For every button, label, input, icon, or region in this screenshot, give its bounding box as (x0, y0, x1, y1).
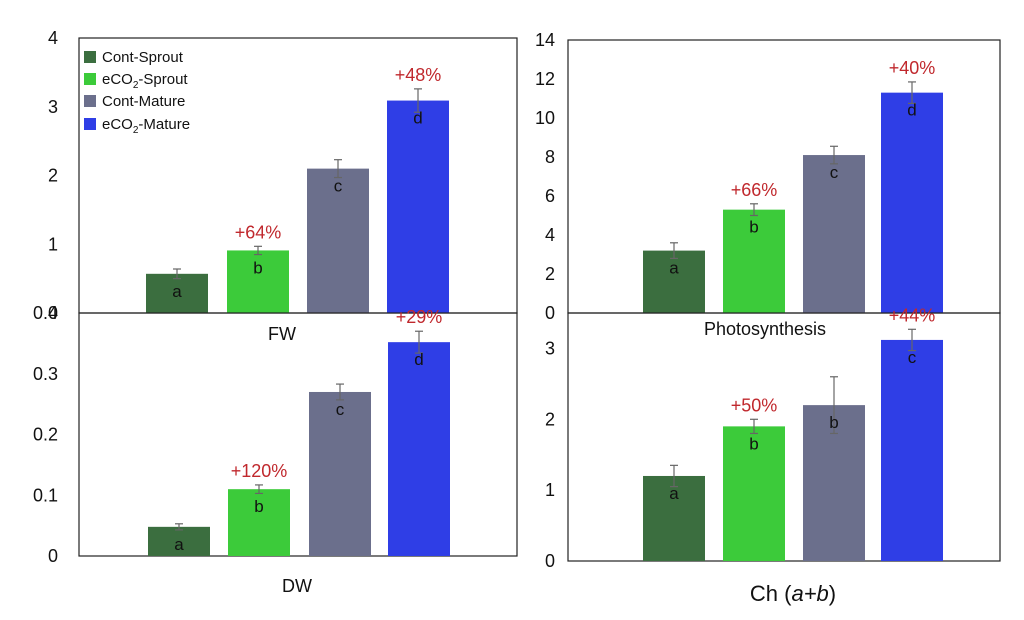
significance-letter: c (334, 177, 343, 196)
bar-eco2-mature (881, 339, 943, 561)
legend-entry: eCO2-Mature (102, 116, 190, 136)
percent-change-label: +48% (395, 65, 442, 85)
legend-swatch (84, 73, 96, 85)
significance-letter: d (907, 101, 916, 120)
chart-panel-3: 0 0.1 0.2 0.3 0.4 a b +120% c d +29% DW (33, 303, 518, 596)
bar-cont-sprout (643, 475, 705, 561)
y-tick-label: 0.4 (33, 303, 58, 323)
percent-change-label: +29% (396, 307, 443, 327)
significance-letter: d (413, 109, 422, 128)
y-tick-label: 10 (535, 108, 555, 128)
legend-entry: eCO2-Sprout (102, 71, 188, 91)
x-axis-label: Ch (a+b) (750, 581, 836, 606)
y-tick-label: 0 (545, 551, 555, 571)
bar-eco2-sprout (723, 426, 785, 561)
y-tick-label: 0.2 (33, 425, 58, 445)
bar-cont-sprout (148, 526, 210, 556)
x-axis-label: DW (282, 576, 312, 596)
percent-change-label: +40% (889, 58, 936, 78)
significance-letter: c (336, 400, 345, 419)
percent-change-label: +44% (889, 305, 936, 325)
bar-eco2-sprout (723, 209, 785, 313)
y-tick-label: 0 (545, 303, 555, 323)
legend-swatch (84, 118, 96, 130)
legend-swatch (84, 95, 96, 107)
legend: Cont-Sprout eCO2-Sprout Cont-Mature eCO2-Ma… (84, 49, 190, 136)
significance-letter: b (254, 497, 263, 516)
y-tick-label: 14 (535, 30, 555, 50)
significance-letter: b (749, 434, 758, 453)
bar-eco2-mature (387, 100, 449, 313)
y-tick-label: 3 (48, 97, 58, 117)
chart-panel-2: 0 2 4 6 8 10 12 14 a b +66% c d +40% Photosynthesis (535, 30, 1001, 339)
significance-letter: b (829, 413, 838, 432)
y-tick-label: 4 (48, 28, 58, 48)
y-tick-label: 0.3 (33, 364, 58, 384)
y-tick-label: 6 (545, 186, 555, 206)
percent-change-label: +64% (235, 222, 282, 242)
bar-eco2-sprout (228, 489, 290, 556)
bar-cont-mature (803, 155, 865, 313)
significance-letter: a (174, 535, 184, 554)
y-tick-label: 1 (545, 480, 555, 500)
significance-letter: a (669, 484, 679, 503)
x-axis-label: Photosynthesis (704, 319, 826, 339)
y-tick-label: 2 (545, 264, 555, 284)
y-tick-label: 4 (545, 225, 555, 245)
significance-letter: b (253, 258, 262, 277)
chart-panel-4: 0 1 2 3 a b +50% b c +44% Ch (a+b) (545, 305, 1001, 606)
plot-frame (78, 312, 518, 557)
y-tick-label: 0.1 (33, 485, 58, 505)
significance-letter: a (669, 259, 679, 278)
y-tick-label: 2 (48, 166, 58, 186)
y-tick-label: 3 (545, 338, 555, 358)
percent-change-label: +66% (731, 180, 778, 200)
y-tick-label: 8 (545, 147, 555, 167)
bar-eco2-mature (388, 342, 450, 556)
significance-letter: c (908, 348, 917, 367)
significance-letter: d (414, 350, 423, 369)
bar-cont-mature (309, 391, 371, 556)
chart-panel-1: 0 1 2 3 4 a b +64% c d +48% FW (48, 28, 518, 344)
y-tick-label: 2 (545, 409, 555, 429)
bar-cont-sprout (146, 273, 208, 313)
significance-letter: c (830, 163, 839, 182)
y-tick-label: 0 (48, 303, 58, 323)
y-tick-label: 12 (535, 69, 555, 89)
x-axis-label: FW (268, 324, 296, 344)
legend-entry: Cont-Mature (102, 93, 185, 110)
bar-eco2-mature (881, 92, 943, 314)
percent-change-label: +50% (731, 395, 778, 415)
percent-change-label: +120% (231, 461, 288, 481)
legend-swatch (84, 51, 96, 63)
significance-letter: a (172, 282, 182, 301)
y-tick-label: 1 (48, 234, 58, 254)
y-tick-label: 0 (48, 546, 58, 566)
legend-entry: Cont-Sprout (102, 49, 184, 66)
bar-cont-sprout (643, 250, 705, 313)
bar-cont-mature (307, 168, 369, 313)
significance-letter: b (749, 218, 758, 237)
bar-eco2-sprout (227, 250, 289, 313)
